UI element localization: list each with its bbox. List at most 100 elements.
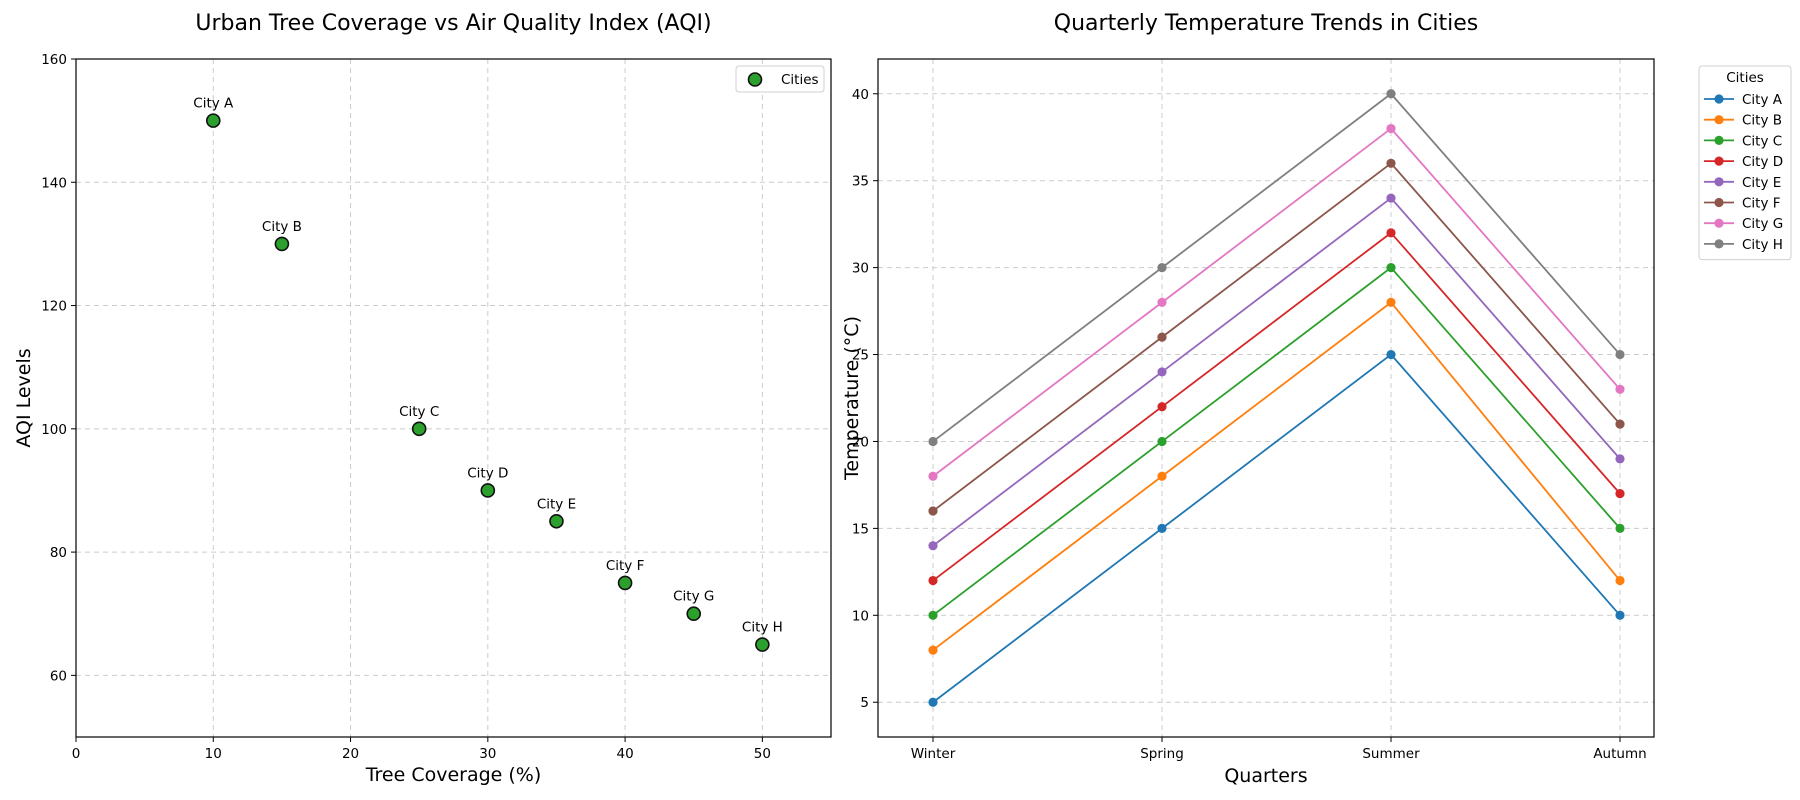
line-legend-label: City D [1742, 154, 1783, 170]
line-point [928, 697, 938, 707]
scatter-point [411, 421, 427, 437]
line-point [1157, 523, 1167, 533]
line-x-tick-label: Autumn [1593, 746, 1646, 762]
line-y-tick-label: 5 [860, 695, 869, 711]
line-point [1386, 89, 1396, 99]
line-y-tick-label: 40 [852, 87, 869, 103]
line-legend-marker [1714, 239, 1724, 249]
scatter-y-tick-label: 140 [41, 175, 67, 191]
line-legend-label: City E [1742, 175, 1781, 191]
line-x-axis-label: Quarters [1224, 765, 1307, 787]
line-series-path [932, 196, 1621, 547]
line-point [1615, 419, 1625, 429]
scatter-legend-marker [747, 72, 763, 87]
scatter-x-tick-label: 30 [479, 746, 496, 762]
line-legend-label: City G [1742, 216, 1783, 232]
scatter-y-tick-label: 120 [41, 299, 67, 315]
scatter-point-label: City F [606, 558, 645, 574]
scatter-axis-ticks: 0 10 20 30 40 50 60 80 100 120 140 160 [41, 52, 771, 762]
line-legend-label: City H [1742, 237, 1783, 253]
line-point [1615, 454, 1625, 464]
line-point [1615, 523, 1625, 533]
line-point [1386, 228, 1396, 238]
line-series [928, 297, 1625, 655]
line-point [1386, 263, 1396, 273]
line-chart: Winter Spring Summer Autumn510152025303540 … [841, 11, 1792, 787]
line-legend-marker [1714, 156, 1724, 166]
line-legend-marker [1714, 135, 1724, 145]
scatter-x-tick-label: 50 [754, 746, 771, 762]
scatter-point [274, 236, 290, 252]
scatter-x-tick-label: 40 [616, 746, 633, 762]
scatter-point [617, 575, 633, 591]
line-series-group [928, 89, 1625, 707]
line-point [928, 575, 938, 586]
line-point [1157, 471, 1167, 481]
scatter-point-label: City C [399, 404, 439, 420]
scatter-grid [75, 58, 831, 737]
line-series-path [932, 92, 1621, 443]
line-series [928, 193, 1625, 551]
line-title: Quarterly Temperature Trends in Cities [1054, 11, 1478, 36]
scatter-point-label: City H [742, 620, 783, 636]
line-legend-label: City A [1742, 92, 1783, 108]
line-plot-frame [877, 58, 1655, 738]
line-y-tick-label: 10 [852, 608, 869, 624]
line-point [1157, 263, 1167, 273]
line-series-path [932, 162, 1621, 512]
line-point [928, 645, 938, 655]
scatter-point-label: City D [467, 465, 508, 481]
line-series [928, 158, 1625, 516]
scatter-point [755, 637, 770, 652]
line-y-tick-label: 25 [852, 348, 869, 364]
line-series-path [932, 301, 1621, 651]
line-point [1615, 349, 1625, 360]
line-legend-marker [1714, 177, 1724, 187]
line-axis-ticks: Winter Spring Summer Autumn 5 10 15 20 25 30 35 40 [852, 87, 1647, 762]
line-legend-marker [1714, 218, 1724, 228]
line-legend-label: City C [1742, 133, 1782, 149]
scatter-y-tick-label: 100 [41, 422, 67, 438]
line-point [1157, 402, 1167, 412]
line-y-tick-label: 15 [852, 521, 869, 537]
scatter-point-label: City G [673, 589, 714, 605]
line-point [1157, 367, 1167, 377]
scatter-points: City A City B City C City D City E City F City… [193, 96, 783, 652]
line-y-tick-label: 35 [852, 174, 869, 190]
line-legend: Cities City A City B City C City D City E City… [1698, 65, 1792, 261]
line-point [1386, 193, 1396, 203]
line-point [1615, 489, 1625, 499]
line-point [1157, 297, 1167, 307]
line-series-path [932, 231, 1621, 582]
line-point [928, 610, 938, 620]
line-x-tick-label: Summer [1362, 746, 1420, 762]
scatter-chart: 0 10 20 30 40 50 60 80 100 120 140 160 City A City B… [13, 11, 832, 786]
scatter-legend-label: Cities [781, 72, 819, 88]
scatter-x-tick-label: 10 [205, 746, 222, 762]
scatter-y-tick-label: 80 [50, 545, 67, 561]
scatter-x-axis-label: Tree Coverage (%) [365, 764, 542, 786]
line-point [1386, 297, 1396, 307]
scatter-legend: Cities [735, 65, 825, 93]
scatter-x-tick-label: 20 [342, 746, 359, 762]
line-point [928, 506, 938, 516]
scatter-point [205, 113, 221, 128]
line-legend-marker [1714, 197, 1724, 208]
scatter-y-tick-label: 160 [41, 52, 67, 68]
scatter-title: Urban Tree Coverage vs Air Quality Index… [195, 11, 711, 36]
line-point [1615, 610, 1625, 620]
line-point [1157, 436, 1167, 447]
line-series [928, 263, 1625, 620]
scatter-point-label: City A [193, 96, 234, 112]
scatter-plot-frame [75, 58, 832, 738]
line-series [928, 123, 1625, 481]
line-x-tick-label: Spring [1140, 746, 1184, 762]
scatter-y-axis-label: AQI Levels [13, 348, 35, 447]
scatter-point-label: City E [537, 496, 576, 512]
scatter-point [480, 483, 496, 498]
scatter-point [549, 513, 564, 529]
scatter-x-tick-label: 0 [72, 746, 81, 762]
line-y-tick-label: 30 [852, 261, 869, 277]
